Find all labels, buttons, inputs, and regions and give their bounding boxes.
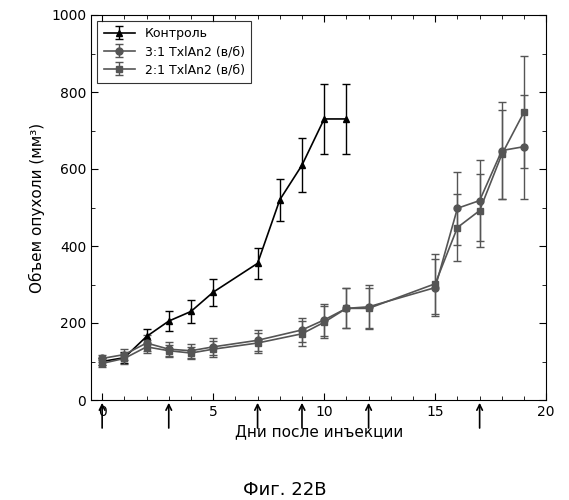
X-axis label: Дни после инъекции: Дни после инъекции: [234, 424, 403, 440]
Legend: Контроль, 3:1 TxlAn2 (в/б), 2:1 TxlAn2 (в/б): Контроль, 3:1 TxlAn2 (в/б), 2:1 TxlAn2 (…: [97, 21, 251, 82]
Y-axis label: Объем опухоли (мм³): Объем опухоли (мм³): [30, 122, 46, 292]
Text: Фиг. 22B: Фиг. 22B: [243, 481, 326, 499]
